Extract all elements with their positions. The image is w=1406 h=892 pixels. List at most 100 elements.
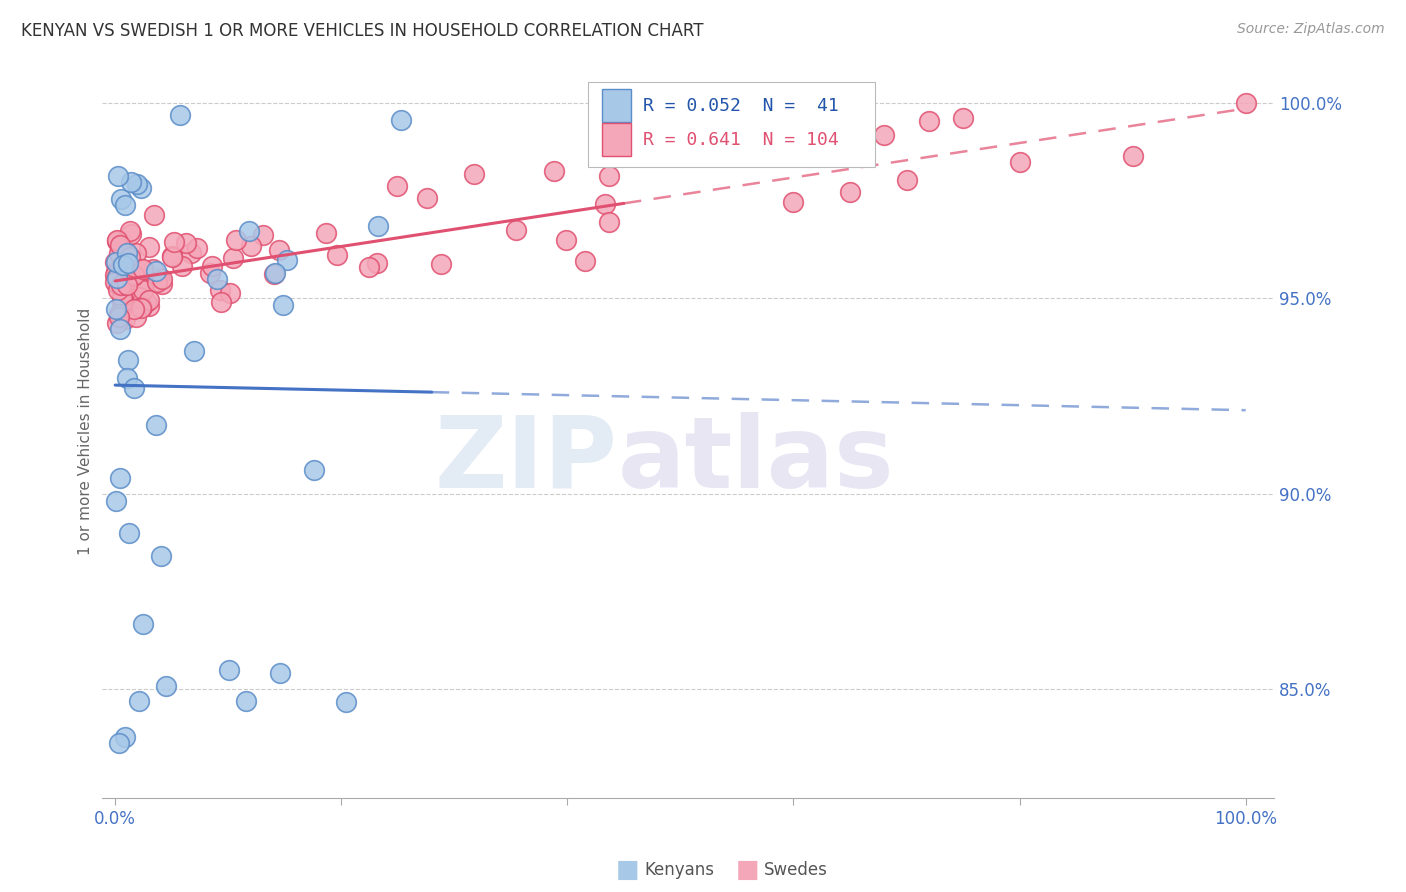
Point (1234, 96, 1257, 111)
Point (574, 253, 596, 268)
Point (367, 219, 389, 233)
Point (125, 310, 148, 325)
Point (135, 295, 157, 310)
Text: R = 0.052  N =  41: R = 0.052 N = 41 (643, 97, 839, 115)
Text: ■: ■ (616, 858, 640, 881)
Point (263, 267, 285, 281)
Point (127, 298, 149, 312)
Point (505, 223, 527, 237)
Point (110, 192, 132, 206)
Point (120, 175, 142, 189)
Point (105, 269, 128, 284)
Point (104, 268, 127, 282)
Point (271, 298, 294, 312)
Point (148, 269, 170, 284)
Point (110, 311, 132, 326)
Point (120, 227, 142, 241)
Point (205, 271, 228, 285)
Point (127, 280, 149, 294)
Point (118, 224, 141, 238)
Point (366, 255, 388, 269)
FancyBboxPatch shape (602, 89, 631, 122)
Point (463, 167, 485, 181)
Point (122, 268, 145, 282)
Point (150, 271, 173, 285)
Point (129, 262, 152, 277)
Point (235, 694, 257, 708)
Point (117, 256, 139, 270)
Point (114, 312, 136, 326)
Point (112, 273, 135, 287)
Point (118, 284, 141, 298)
Point (335, 695, 357, 709)
Point (149, 549, 172, 563)
Point (110, 277, 132, 292)
Point (138, 293, 160, 307)
Point (225, 233, 247, 247)
Point (218, 663, 240, 677)
Point (183, 343, 205, 358)
Point (118, 525, 141, 540)
Point (138, 240, 160, 254)
Point (122, 268, 145, 283)
Point (163, 235, 186, 249)
Point (105, 493, 128, 508)
Point (132, 282, 155, 296)
Point (172, 259, 194, 273)
Point (873, 128, 896, 143)
Point (104, 270, 127, 285)
Point (112, 257, 135, 271)
Point (143, 208, 166, 222)
Point (595, 197, 617, 211)
Point (108, 245, 131, 260)
Point (108, 470, 131, 484)
Point (132, 262, 155, 277)
Point (125, 246, 148, 260)
Point (200, 259, 222, 273)
Point (107, 307, 129, 321)
Point (222, 251, 245, 265)
Point (108, 735, 131, 749)
Point (138, 299, 160, 313)
Point (208, 283, 231, 297)
Point (104, 254, 127, 268)
Y-axis label: 1 or more Vehicles in Household: 1 or more Vehicles in Household (79, 308, 93, 555)
Point (114, 198, 136, 212)
Point (918, 113, 941, 128)
Point (107, 283, 129, 297)
Point (359, 260, 381, 274)
Point (238, 223, 260, 237)
Point (145, 418, 167, 433)
Point (110, 295, 132, 310)
Point (114, 247, 136, 261)
Point (264, 266, 287, 280)
Point (108, 238, 131, 252)
Point (129, 296, 152, 310)
Point (114, 730, 136, 744)
FancyBboxPatch shape (588, 82, 876, 167)
Point (105, 234, 128, 248)
Point (598, 169, 620, 183)
Point (122, 302, 145, 317)
Point (240, 239, 263, 253)
Point (117, 353, 139, 368)
Point (198, 266, 221, 280)
Point (125, 177, 148, 191)
Point (209, 294, 232, 309)
Point (112, 294, 135, 309)
Point (105, 277, 128, 291)
Point (114, 293, 136, 308)
Point (276, 252, 298, 267)
Point (543, 164, 565, 178)
Point (180, 246, 202, 260)
Text: ZIP: ZIP (434, 412, 617, 509)
Point (186, 241, 208, 255)
Text: KENYAN VS SWEDISH 1 OR MORE VEHICLES IN HOUSEHOLD CORRELATION CHART: KENYAN VS SWEDISH 1 OR MORE VEHICLES IN … (21, 22, 703, 40)
Text: Source: ZipAtlas.com: Source: ZipAtlas.com (1237, 22, 1385, 37)
Point (219, 285, 242, 300)
Point (128, 694, 150, 708)
Point (269, 665, 291, 680)
Point (150, 277, 173, 291)
Point (174, 235, 197, 250)
Point (415, 191, 437, 205)
